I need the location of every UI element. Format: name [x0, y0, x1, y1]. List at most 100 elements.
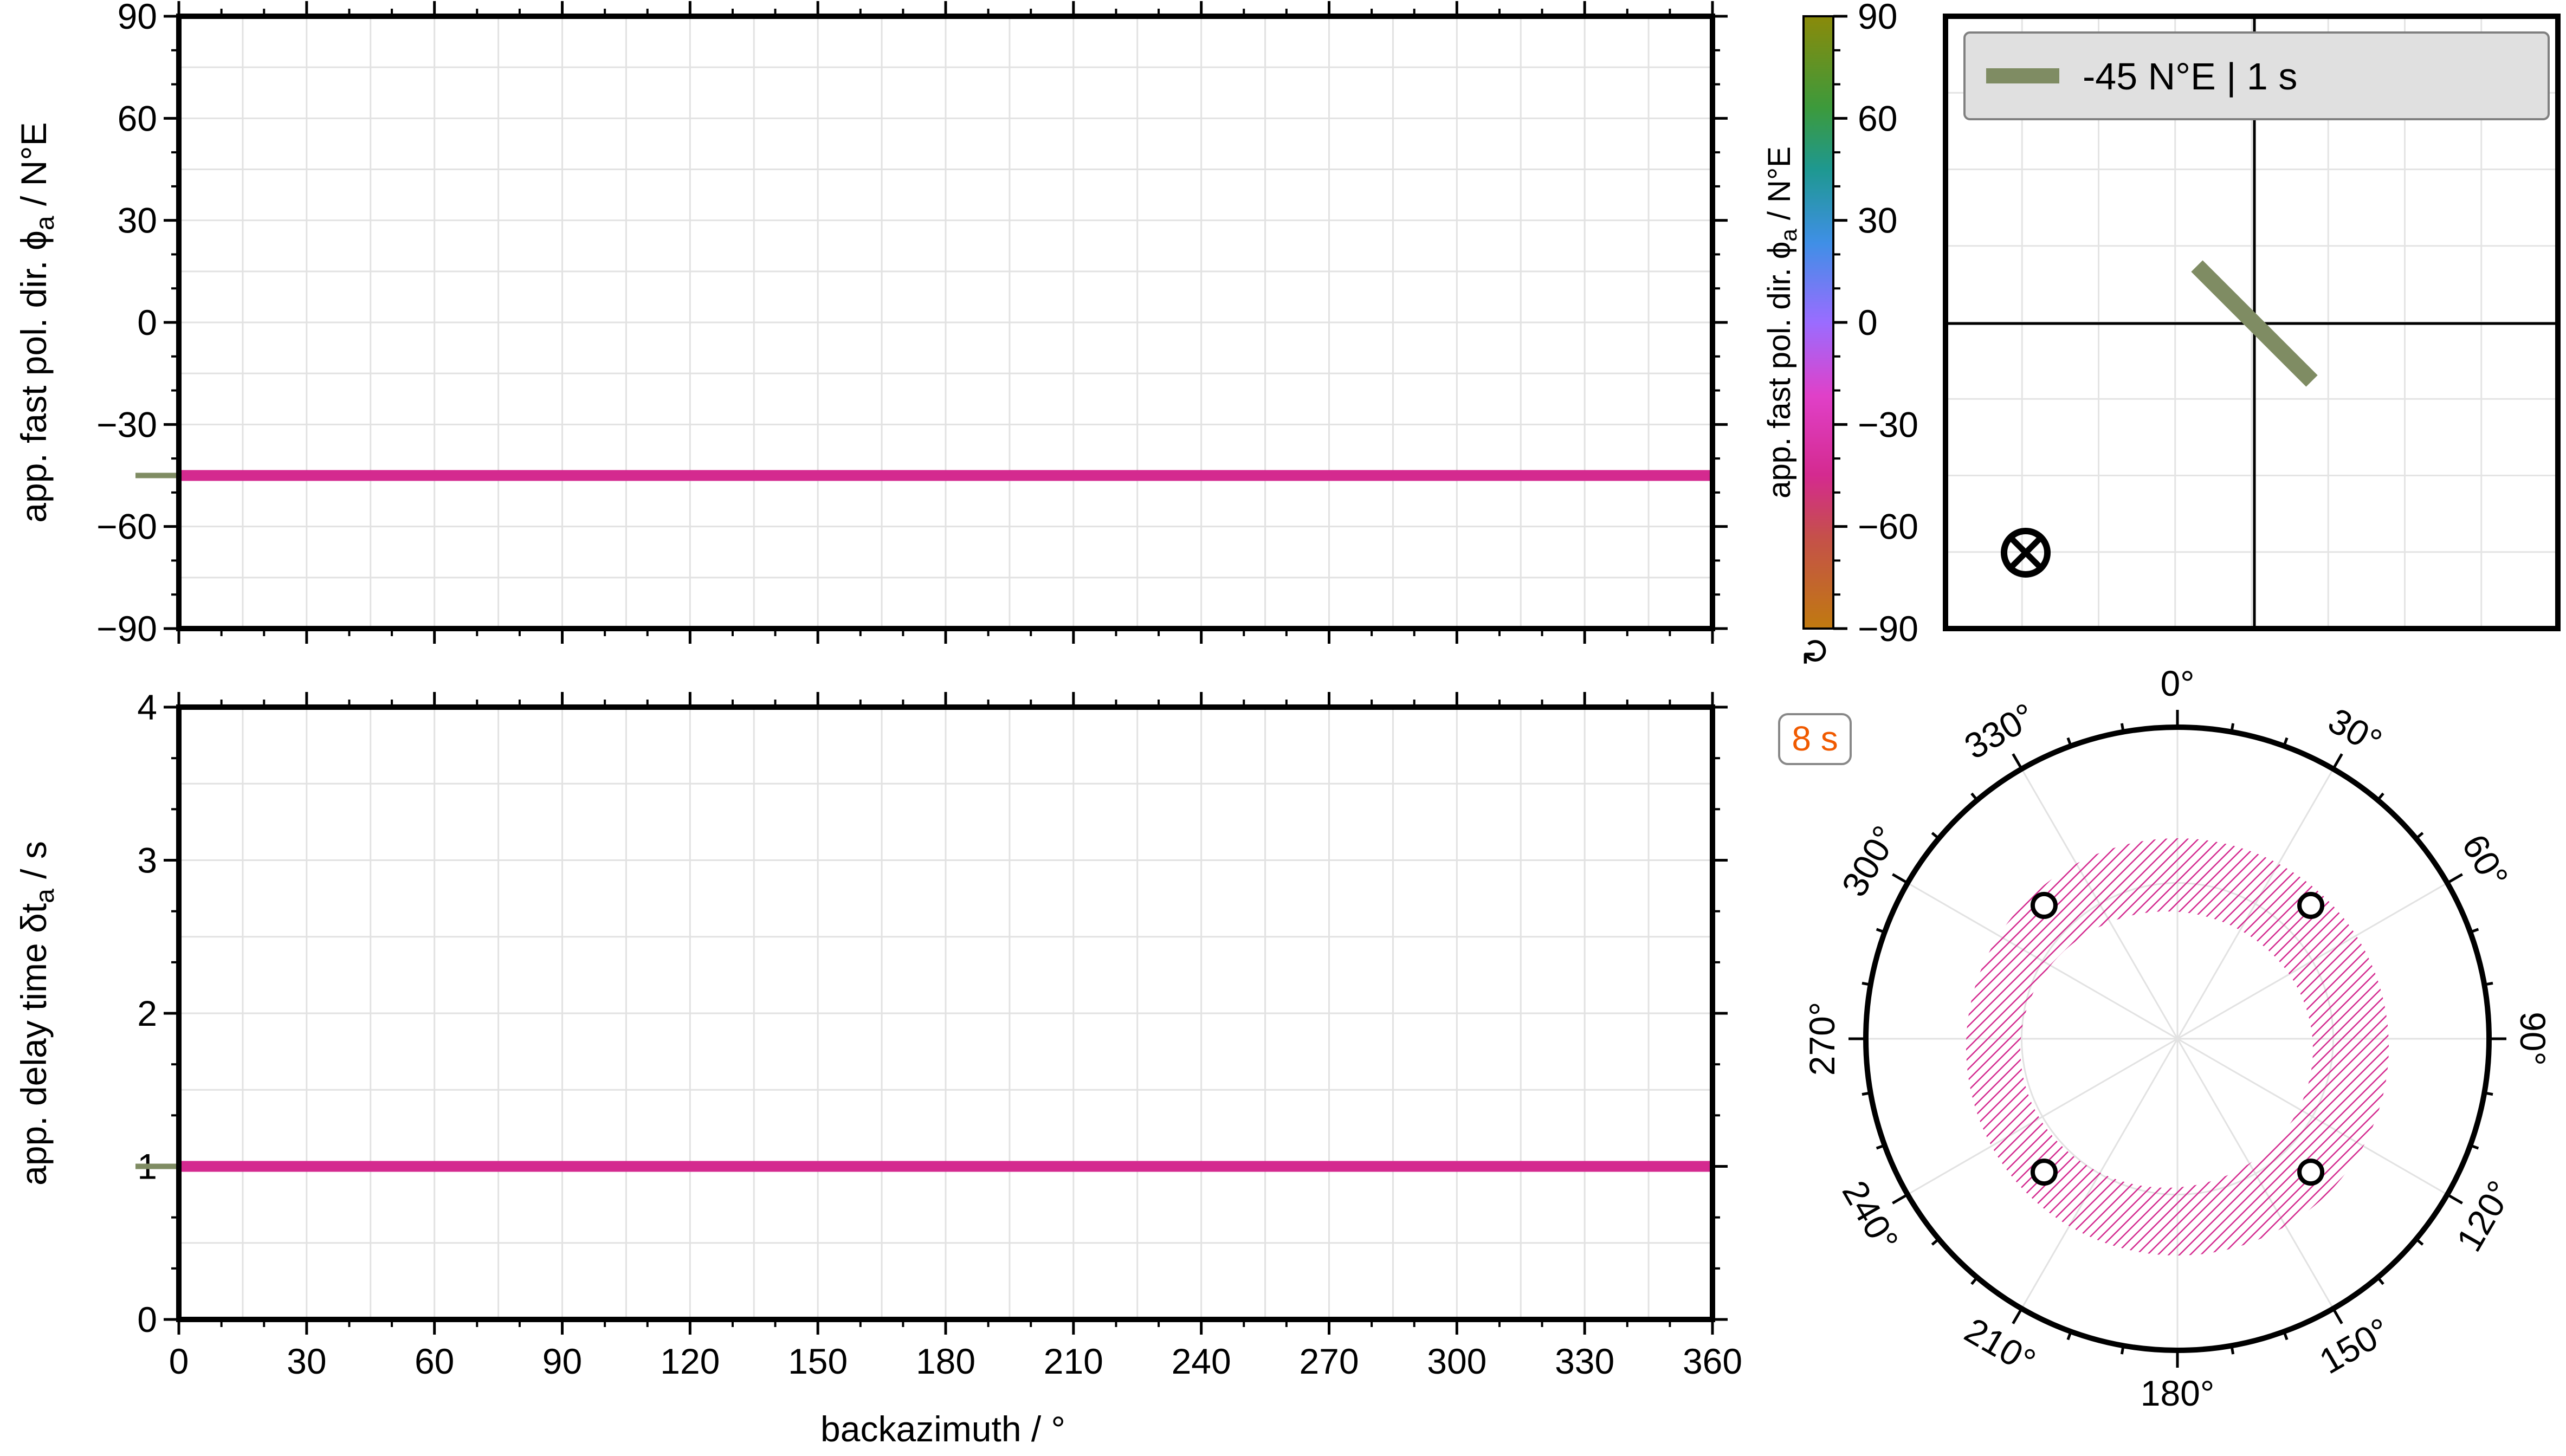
- x-tick-label: 360: [1683, 1341, 1742, 1381]
- azimuth-label: 270°: [1802, 1002, 1842, 1076]
- x-axis-label: backazimuth / °: [820, 1409, 1065, 1449]
- period-badge-label: 8 s: [1792, 719, 1838, 758]
- x-tick-label: 120: [660, 1341, 720, 1381]
- azimuth-tick: [2283, 1331, 2289, 1341]
- azimuth-label: 240°: [1834, 1174, 1906, 1258]
- azimuth-tick: [2446, 873, 2463, 884]
- azimuth-tick: [2415, 832, 2424, 840]
- legend-box: [1963, 31, 2550, 120]
- colorbar: −90 −60 −30 0 30 60 90 app. fast pol. dir. ϕa /…: [1762, 0, 1918, 666]
- azimuth-label: 300°: [1834, 819, 1905, 903]
- azimuth-tick: [1931, 1238, 1940, 1246]
- azimuth-tick: [2446, 1193, 2463, 1205]
- map-frame: [1943, 14, 2561, 631]
- azimuth-tick: [1970, 792, 1979, 801]
- null-marker: [2030, 1159, 2058, 1186]
- azimuth-tick: [2066, 737, 2072, 747]
- null-marker: [2297, 1159, 2325, 1186]
- x-tick-label: 270: [1299, 1341, 1359, 1381]
- colorbar-tick-label: 90: [1858, 0, 1897, 36]
- legend-label: -45 N°E | 1 s: [2083, 55, 2297, 98]
- azimuth-tick: [1876, 928, 1885, 934]
- y-axis-label-main: app. delay time δt: [14, 903, 54, 1186]
- azimuth-tick: [2230, 723, 2235, 733]
- x-tick-label: 180: [916, 1341, 975, 1381]
- y-axis-label: app. fast pol. dir. ϕa / N°E: [14, 122, 60, 522]
- x-tick-label: 60: [415, 1341, 454, 1381]
- azimuth-tick: [2283, 737, 2289, 747]
- colorbar-label: app. fast pol. dir. ϕa / N°E: [1762, 146, 1801, 499]
- colorbar-tick-label: −60: [1858, 507, 1918, 547]
- azimuth-tick: [1970, 1276, 1979, 1285]
- azimuth-tick: [2470, 928, 2479, 934]
- cyclic-colormap-icon: ↻: [1796, 636, 1836, 666]
- azimuth-label: 210°: [1958, 1310, 2042, 1381]
- azimuth-label: 0°: [2160, 663, 2194, 703]
- y-tick-label: 60: [118, 98, 157, 138]
- colorbar-tick-label: −30: [1858, 404, 1918, 444]
- null-marker: [2030, 891, 2058, 919]
- y-axis-label-main: app. fast pol. dir. ϕ: [14, 230, 54, 523]
- period-badge: [1778, 713, 1852, 765]
- fast-direction-bar: [2191, 260, 2318, 387]
- colorbar-label-subscript: a: [1776, 229, 1801, 242]
- x-tick-label: 90: [542, 1341, 582, 1381]
- plot-frame: [176, 14, 1715, 631]
- colorbar-tick-label: 0: [1858, 302, 1878, 342]
- azimuth-tick: [1931, 832, 1940, 840]
- azimuth-label: 30°: [2322, 700, 2388, 762]
- azimuth-tick: [2415, 1238, 2424, 1246]
- colorbar-label-unit: / N°E: [1762, 146, 1797, 229]
- y-tick-label: −90: [96, 609, 157, 649]
- azimuth-label: 60°: [2454, 827, 2516, 894]
- y-tick-label: 30: [118, 200, 157, 241]
- azimuth-label: 330°: [1957, 695, 2041, 767]
- colorbar-tick-label: 60: [1858, 98, 1897, 138]
- azimuth-tick: [2332, 753, 2343, 770]
- azimuth-tick: [2484, 1091, 2493, 1096]
- y-tick-label: −60: [96, 507, 157, 547]
- azimuth-tick: [2376, 792, 2384, 801]
- y-tick-label: 2: [137, 993, 157, 1033]
- azimuth-tick: [2012, 1308, 2023, 1324]
- y-axis-label-subscript: a: [31, 889, 60, 903]
- azimuth-tick: [2484, 981, 2493, 986]
- azimuth-tick: [2120, 1345, 2125, 1355]
- splitting-band: [1966, 838, 2389, 1256]
- y-axis-label-unit: / s: [14, 841, 54, 889]
- y-tick-label: 90: [118, 0, 157, 36]
- azimuth-tick: [1892, 873, 1909, 884]
- plot-frame: [176, 704, 1715, 1322]
- azimuth-tick: [1862, 1091, 1871, 1096]
- delay-time-panel: 012340306090120150180210240270300330360a…: [14, 687, 1742, 1381]
- colorbar-label-main: app. fast pol. dir. ϕ: [1762, 242, 1797, 499]
- y-tick-label: 0: [137, 1299, 157, 1339]
- y-axis-label-subscript: a: [31, 216, 60, 230]
- splitting-model-panel: -45 N°E | 1 s: [1943, 14, 2561, 631]
- colorbar-gradient: [1802, 15, 1834, 630]
- x-tick-label: 30: [287, 1341, 326, 1381]
- x-tick-label: 210: [1044, 1341, 1103, 1381]
- azimuth-label: 90°: [2513, 1012, 2553, 1066]
- y-tick-label: 3: [137, 840, 157, 881]
- azimuth-tick: [2332, 1308, 2343, 1324]
- azimuth-tick: [1876, 1144, 1885, 1150]
- y-axis-label-unit: / N°E: [14, 122, 54, 216]
- x-tick-label: 150: [788, 1341, 848, 1381]
- y-tick-label: −30: [96, 404, 157, 444]
- azimuth-tick: [1892, 1193, 1909, 1205]
- azimuth-tick: [2120, 723, 2125, 733]
- azimuth-tick: [2230, 1345, 2235, 1355]
- propagation-icon: [2001, 528, 2051, 578]
- propagation-icon-cross: [2009, 536, 2043, 570]
- azimuth-label: 180°: [2141, 1373, 2215, 1413]
- azimuth-label: 120°: [2448, 1174, 2520, 1258]
- y-tick-label: 0: [137, 302, 157, 342]
- stereoplot-panel: 0° 30° 60° 90° 120° 150° 180° 210° 240° 270° 300° 3…: [1778, 663, 2553, 1413]
- x-tick-label: 0: [169, 1341, 189, 1381]
- azimuth-tick: [2066, 1331, 2072, 1341]
- x-tick-label: 240: [1172, 1341, 1231, 1381]
- radial-grid-line: [1907, 1038, 2178, 1195]
- x-tick-label: 330: [1555, 1341, 1614, 1381]
